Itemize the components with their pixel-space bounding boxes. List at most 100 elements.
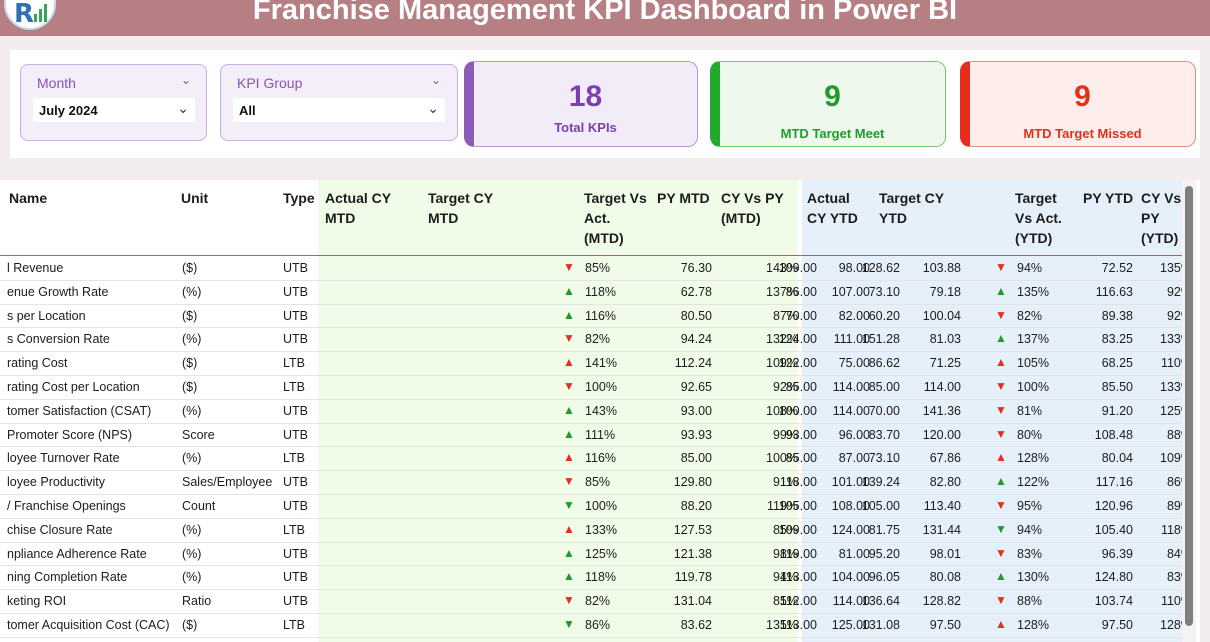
cell-unit: ($): [182, 617, 198, 632]
triangle-up-icon: ▲: [995, 450, 1007, 465]
header-target-cy-mtd[interactable]: Target CY MTD: [428, 188, 493, 228]
table-row[interactable]: tomer Satisfaction (CSAT) (%) UTB 100.00 70.…: [0, 400, 1196, 424]
cell-cp-mtd: 137%: [766, 284, 798, 299]
cell-tva-ytd: 135%: [1017, 284, 1049, 299]
dropdown-arrow-icon[interactable]: ⌄: [177, 100, 189, 116]
table-row[interactable]: s Conversion Rate (%) UTB 124.00 151.28 82% 94…: [0, 328, 1196, 353]
triangle-up-icon: ▲: [563, 307, 575, 322]
cell-py-ytd: 68.25: [1101, 356, 1133, 371]
cell-tva-ytd: 128%: [1017, 451, 1049, 466]
table-row[interactable]: Promoter Score (NPS) Score UTB 93.00 83.70 11…: [0, 424, 1196, 448]
month-slicer[interactable]: Month ⌄ July 2024 ⌄: [20, 64, 207, 141]
cell-a-mtd: 113.00: [779, 570, 817, 585]
cell-cp-mtd: 108%: [766, 403, 798, 418]
cell-type: UTB: [283, 403, 308, 418]
cell-name: rating Cost per Location: [7, 379, 140, 394]
cell-a-ytd: 75.00: [838, 356, 870, 371]
table-row[interactable]: l Revenue ($) UTB 109.00 128.62 85% 76.30 143% 9…: [0, 257, 1196, 281]
table-row[interactable]: rating Cost ($) LTB 122.00 86.62 141% 112.24 10…: [0, 352, 1196, 376]
cell-a-mtd: 109.00: [778, 522, 817, 537]
triangle-up-icon: ▲: [563, 402, 575, 417]
header-cy-vs-py-ytd[interactable]: CY Vs PY (YTD): [1141, 188, 1181, 248]
header-line: CY YTD: [807, 210, 858, 226]
cell-py-ytd: 97.50: [1101, 617, 1133, 632]
kpi-group-dropdown[interactable]: All ⌄: [233, 98, 445, 122]
triangle-down-icon: ▼: [563, 260, 575, 274]
triangle-down-icon: ▼: [995, 307, 1007, 322]
mtd-target-meet-label: MTD Target Meet: [780, 126, 885, 141]
cell-t-ytd: 100.04: [922, 308, 961, 323]
mtd-target-missed-card: 9 MTD Target Missed: [960, 61, 1196, 147]
scrollbar-thumb[interactable]: [1185, 186, 1193, 626]
cell-py-ytd: 103.74: [1094, 594, 1133, 609]
header-cy-vs-py-mtd[interactable]: CY Vs PY (MTD): [721, 188, 784, 228]
table-row[interactable]: loyee Turnover Rate (%) LTB 85.00 73.10 116% 8…: [0, 447, 1196, 472]
kpi-group-slicer-label: KPI Group: [237, 75, 303, 91]
cell-a-ytd: 111.00: [833, 332, 870, 347]
table-row[interactable]: ning Completion Rate (%) UTB 113.00 96.05 118…: [0, 566, 1196, 591]
cell-cp-mtd: 119%: [766, 498, 798, 513]
cell-unit: Score: [182, 427, 215, 442]
cell-name: keting ROI: [7, 594, 67, 609]
mtd-target-meet-card: 9 MTD Target Meet: [710, 61, 946, 147]
dropdown-arrow-icon[interactable]: ⌄: [427, 100, 439, 116]
cell-t-mtd: 73.10: [868, 451, 900, 466]
table-row[interactable]: chise Closure Rate (%) LTB 109.00 81.75 133% 1…: [0, 519, 1196, 543]
header-actual-cy-mtd[interactable]: Actual CY MTD: [325, 188, 391, 228]
header-actual-cy-ytd[interactable]: Actual CY YTD: [807, 188, 858, 228]
header-target-vs-act-ytd[interactable]: Target Vs Act. (YTD): [1015, 188, 1062, 248]
logo: R: [4, 0, 56, 30]
chevron-down-icon[interactable]: ⌄: [431, 73, 442, 87]
cell-py-mtd: 93.93: [680, 427, 712, 442]
header-py-mtd[interactable]: PY MTD: [657, 188, 710, 208]
cell-a-mtd: 86.00: [785, 284, 817, 299]
cell-cp-mtd: 135%: [766, 617, 798, 632]
header-py-ytd[interactable]: PY YTD: [1083, 188, 1133, 208]
month-dropdown[interactable]: July 2024 ⌄: [33, 98, 195, 122]
cell-t-mtd: 131.08: [861, 617, 900, 632]
header-name[interactable]: Name: [9, 190, 48, 206]
cell-a-mtd: 118.00: [779, 475, 817, 490]
triangle-down-icon: ▼: [563, 331, 575, 346]
cell-tva-ytd: 94%: [1017, 522, 1043, 537]
triangle-down-icon: ▼: [563, 616, 575, 631]
title-bar: R Franchise Management KPI Dashboard in …: [0, 0, 1210, 36]
cell-py-ytd: 108.48: [1094, 427, 1133, 442]
table-row[interactable]: s per Location ($) UTB 70.00 60.20 116% 80.50 8…: [0, 305, 1196, 329]
cell-tva-mtd: 141%: [585, 356, 617, 371]
cell-type: UTB: [283, 594, 308, 609]
table-row[interactable]: keting ROI Ratio UTB 112.00 136.64 82% 131.04 8…: [0, 590, 1196, 614]
header-target-vs-act-mtd[interactable]: Target Vs Act. (MTD): [584, 188, 647, 248]
cell-tva-ytd: 88%: [1017, 594, 1043, 609]
cell-type: UTB: [283, 427, 308, 442]
cell-tva-ytd: 83%: [1017, 546, 1043, 561]
triangle-up-icon: ▲: [563, 569, 575, 584]
cell-a-mtd: 105.00: [778, 498, 817, 513]
triangle-up-icon: ▲: [563, 545, 575, 560]
cell-py-mtd: 112.24: [674, 356, 712, 371]
cell-t-mtd: 139.24: [861, 475, 900, 490]
triangle-up-icon: ▲: [995, 331, 1007, 346]
cell-a-ytd: 125.00: [831, 617, 870, 632]
table-row[interactable]: loyee Productivity Sales/Employee UTB 118.0…: [0, 471, 1196, 495]
table-row[interactable]: enue Growth Rate (%) UTB 86.00 73.10 118% 62.7…: [0, 281, 1196, 305]
cell-tva-mtd: 85%: [585, 475, 611, 490]
cell-py-mtd: 92.65: [680, 379, 712, 394]
cell-type: UTB: [283, 261, 308, 275]
table-row[interactable]: / Franchise Openings Count UTB 105.00 105.00…: [0, 495, 1196, 519]
chevron-down-icon[interactable]: ⌄: [181, 73, 192, 87]
cell-unit: (%): [182, 284, 202, 299]
table-row[interactable]: tomer Acquisition Cost (CAC) ($) LTB 113.00…: [0, 614, 1196, 638]
header-type[interactable]: Type: [283, 190, 315, 206]
cell-py-mtd: 88.20: [680, 498, 712, 513]
header-line: (YTD): [1141, 230, 1179, 246]
cell-py-mtd: 94.24: [680, 332, 712, 347]
kpi-group-slicer[interactable]: KPI Group ⌄ All ⌄: [220, 64, 458, 141]
table-row[interactable]: rating Cost per Location ($) LTB 85.00 85.00…: [0, 376, 1196, 400]
table-row[interactable]: npliance Adherence Rate (%) UTB 119.00 95.20…: [0, 543, 1196, 567]
ytd-column-band: [802, 180, 1196, 642]
mtd-column-band: [318, 180, 798, 642]
header-target-cy-ytd[interactable]: Target CY YTD: [879, 188, 944, 228]
cell-a-ytd: 114.00: [832, 379, 870, 394]
header-unit[interactable]: Unit: [181, 190, 209, 206]
